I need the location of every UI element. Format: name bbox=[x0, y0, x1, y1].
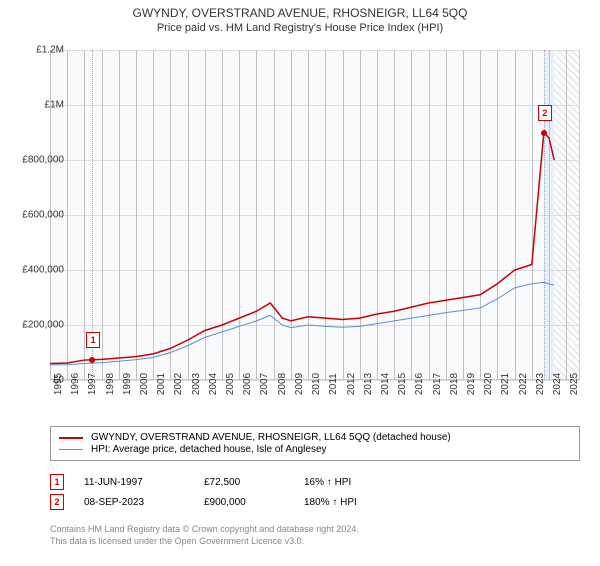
transaction-marker-icon: 2 bbox=[50, 494, 64, 510]
chart-title: GWYNDY, OVERSTRAND AVENUE, RHOSNEIGR, LL… bbox=[0, 6, 600, 20]
x-axis-label: 2025 bbox=[569, 373, 580, 395]
x-axis-label: 2000 bbox=[139, 373, 150, 395]
transaction-marker-icon: 2 bbox=[538, 105, 552, 121]
transaction-pct: 16% ↑ HPI bbox=[304, 477, 424, 488]
legend-row: HPI: Average price, detached house, Isle… bbox=[59, 444, 571, 455]
transaction-date: 08-SEP-2023 bbox=[84, 497, 204, 508]
x-axis-label: 2022 bbox=[518, 373, 529, 395]
legend-swatch-icon bbox=[59, 449, 83, 451]
attribution-line: Contains HM Land Registry data © Crown c… bbox=[50, 524, 359, 536]
x-axis-label: 2013 bbox=[363, 373, 374, 395]
x-axis-label: 2009 bbox=[294, 373, 305, 395]
y-axis-label: £600,000 bbox=[22, 210, 64, 221]
x-axis-label: 2017 bbox=[432, 373, 443, 395]
x-axis-label: 2003 bbox=[191, 373, 202, 395]
chart-lines bbox=[50, 50, 580, 380]
legend-label: GWYNDY, OVERSTRAND AVENUE, RHOSNEIGR, LL… bbox=[91, 432, 451, 443]
table-row: 1 11-JUN-1997 £72,500 16% ↑ HPI bbox=[50, 474, 580, 490]
y-axis-label: £1.2M bbox=[36, 45, 64, 56]
x-axis-label: 2024 bbox=[552, 373, 563, 395]
x-axis-label: 1998 bbox=[105, 373, 116, 395]
attribution: Contains HM Land Registry data © Crown c… bbox=[50, 524, 359, 547]
transaction-price: £72,500 bbox=[204, 477, 304, 488]
x-axis-label: 2005 bbox=[225, 373, 236, 395]
attribution-line: This data is licensed under the Open Gov… bbox=[50, 536, 359, 548]
x-axis-label: 2015 bbox=[397, 373, 408, 395]
y-axis-label: £200,000 bbox=[22, 320, 64, 331]
x-axis-label: 2004 bbox=[208, 373, 219, 395]
y-axis-label: £400,000 bbox=[22, 265, 64, 276]
x-axis-label: 2019 bbox=[466, 373, 477, 395]
legend-row: GWYNDY, OVERSTRAND AVENUE, RHOSNEIGR, LL… bbox=[59, 432, 571, 443]
x-axis-label: 2023 bbox=[535, 373, 546, 395]
x-axis-label: 2021 bbox=[500, 373, 511, 395]
legend: GWYNDY, OVERSTRAND AVENUE, RHOSNEIGR, LL… bbox=[50, 426, 580, 461]
x-axis-label: 1999 bbox=[122, 373, 133, 395]
x-axis-label: 2018 bbox=[449, 373, 460, 395]
transactions-table: 1 11-JUN-1997 £72,500 16% ↑ HPI 2 08-SEP… bbox=[50, 470, 580, 514]
x-axis-label: 2016 bbox=[414, 373, 425, 395]
transaction-dot-icon bbox=[541, 130, 547, 136]
x-axis-label: 2002 bbox=[173, 373, 184, 395]
x-axis-label: 1996 bbox=[70, 373, 81, 395]
table-row: 2 08-SEP-2023 £900,000 180% ↑ HPI bbox=[50, 494, 580, 510]
x-axis-label: 2008 bbox=[277, 373, 288, 395]
x-axis-label: 1997 bbox=[87, 373, 98, 395]
x-axis-label: 2007 bbox=[259, 373, 270, 395]
y-axis-label: £1M bbox=[45, 100, 64, 111]
chart-subtitle: Price paid vs. HM Land Registry's House … bbox=[0, 22, 600, 34]
transaction-dot-icon bbox=[89, 357, 95, 363]
legend-swatch-icon bbox=[59, 437, 83, 439]
x-axis-label: 2011 bbox=[328, 373, 339, 395]
transaction-marker-icon: 1 bbox=[86, 332, 100, 348]
transaction-pct: 180% ↑ HPI bbox=[304, 497, 424, 508]
x-axis-label: 2014 bbox=[380, 373, 391, 395]
chart-area: 12 bbox=[50, 50, 580, 380]
x-axis-label: 2020 bbox=[483, 373, 494, 395]
x-axis-label: 2006 bbox=[242, 373, 253, 395]
y-axis-label: £800,000 bbox=[22, 155, 64, 166]
transaction-marker-icon: 1 bbox=[50, 474, 64, 490]
x-axis-label: 2012 bbox=[346, 373, 357, 395]
transaction-date: 11-JUN-1997 bbox=[84, 477, 204, 488]
x-axis-label: 1995 bbox=[53, 373, 64, 395]
x-axis-label: 2001 bbox=[156, 373, 167, 395]
chart-container: GWYNDY, OVERSTRAND AVENUE, RHOSNEIGR, LL… bbox=[0, 6, 600, 566]
transaction-price: £900,000 bbox=[204, 497, 304, 508]
legend-label: HPI: Average price, detached house, Isle… bbox=[91, 444, 327, 455]
x-axis-label: 2010 bbox=[311, 373, 322, 395]
